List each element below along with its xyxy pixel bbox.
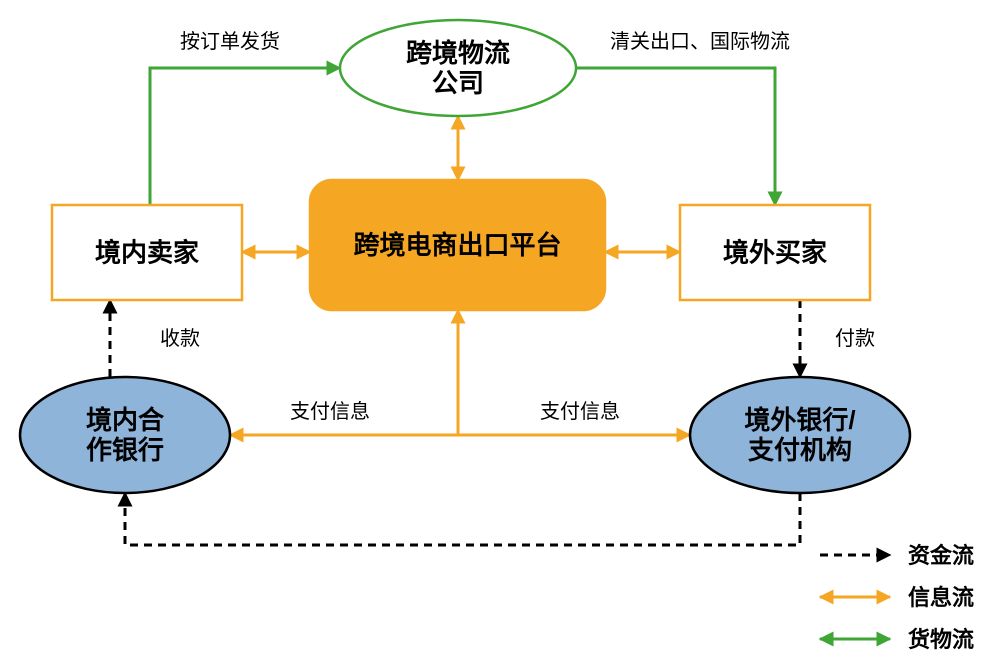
edge-seller_to_logistics	[150, 68, 340, 205]
edge-fbank_to_dbank	[125, 493, 800, 545]
node-label-foreign_bank: 境外银行/	[744, 405, 855, 435]
edge-label2-bank_line: 支付信息	[540, 400, 620, 423]
node-foreign_bank: 境外银行/支付机构	[690, 377, 910, 493]
node-domestic_bank: 境内合作银行	[20, 377, 230, 493]
edge-logistics_to_buyer	[576, 68, 775, 205]
node-label-domestic_bank: 作银行	[86, 435, 164, 465]
node-foreign_buyer: 境外买家	[680, 205, 870, 300]
node-label-platform: 跨境电商出口平台	[353, 230, 561, 260]
edge-label-dbank_to_seller: 收款	[160, 327, 200, 350]
edge-label-bank_line: 支付信息	[290, 400, 370, 423]
node-platform: 跨境电商出口平台	[310, 180, 605, 310]
flowchart: 按订单发货 清关出口、国际物流支付信息 支付信息 付款 收款 跨境物流公司境内卖家 跨境电商…	[0, 0, 1000, 671]
edge-label-seller_to_logistics: 按订单发货	[180, 30, 280, 53]
node-label-logistics: 跨境物流	[406, 38, 510, 68]
edge-label-logistics_to_buyer: 清关出口、国际物流	[610, 30, 790, 53]
edge-label-buyer_to_fbank: 付款	[835, 327, 875, 350]
node-label-foreign_buyer: 境外买家	[723, 238, 827, 268]
node-label-logistics: 公司	[432, 68, 484, 98]
legend-label-0: 资金流	[908, 543, 974, 568]
node-domestic_seller: 境内卖家	[52, 205, 242, 300]
node-logistics: 跨境物流公司	[340, 20, 576, 116]
node-label-domestic_seller: 境内卖家	[95, 238, 199, 268]
node-label-domestic_bank: 境内合	[86, 405, 165, 435]
legend-label-1: 信息流	[908, 585, 974, 610]
node-label-foreign_bank: 支付机构	[748, 435, 852, 465]
legend-label-2: 货物流	[908, 627, 974, 652]
